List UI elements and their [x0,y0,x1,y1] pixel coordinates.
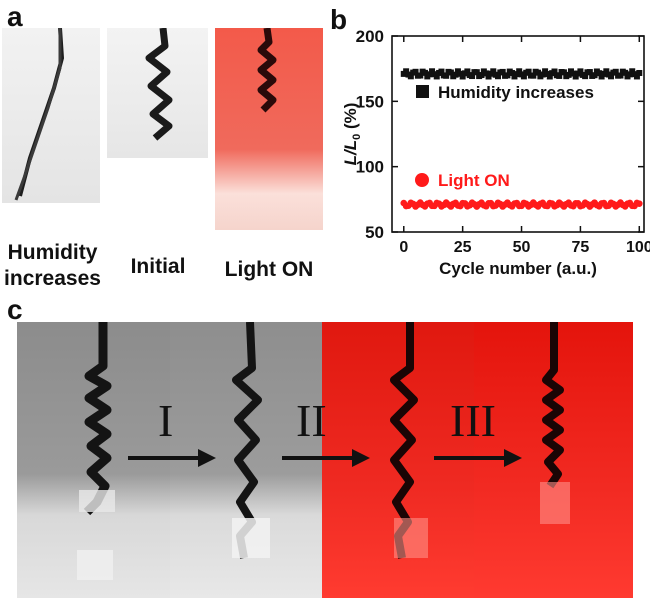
data-point-humidity [622,69,629,76]
data-point-humidity [596,70,603,77]
y-axis-label: L/L0 (%) [341,103,363,166]
data-point-humidity [459,73,466,80]
spiral-ribbon-initial-icon [145,28,173,141]
data-point-humidity [636,69,643,76]
x-tick-label: 25 [454,239,472,256]
photo-initial [107,28,208,158]
data-point-humidity [499,68,506,75]
x-tick-label: 50 [513,239,531,256]
data-point-humidity [535,69,542,76]
spiral-ribbon-icon [232,322,270,559]
data-point-humidity [504,72,511,79]
data-point-humidity [586,69,593,76]
data-point-humidity [516,68,523,75]
panel-label-a: a [7,1,23,32]
data-point-humidity [438,68,445,75]
data-point-humidity [546,73,553,80]
data-point-humidity [577,68,584,75]
legend-marker-light [415,173,429,187]
legend-label-humidity: Humidity increases [438,83,594,102]
data-point-humidity [633,73,640,80]
data-point-humidity [412,68,419,75]
photo-humidity-increases [2,28,100,203]
spiral-ribbon-stretched-icon [14,28,65,201]
data-point-humidity [483,70,490,77]
data-point-humidity [403,68,410,75]
caption-light-on: Light ON [224,258,314,281]
data-point-humidity [539,71,546,78]
data-point-humidity [421,69,428,76]
data-point-humidity [551,68,558,75]
data-point-humidity [473,69,480,76]
y-tick-label: 50 [365,223,384,242]
step-label-1: I [158,395,174,446]
legend-label-light: Light ON [438,171,510,190]
y-tick-label: 100 [356,158,384,177]
arrow-right-icon [128,449,216,467]
caption-humidity-increases: Humidity increases [4,241,101,291]
data-point-humidity [417,72,424,79]
arrow-right-icon [282,449,370,467]
chart-ratio-vs-cycle: 50 100 150 200 0 25 50 75 100 Cycle number (a.u.)… [341,27,650,278]
data-point-humidity [469,73,476,80]
legend-marker-humidity [416,85,429,98]
data-point-humidity [520,73,527,80]
data-point-humidity [626,71,633,78]
data-point-humidity [603,68,610,75]
data-point-humidity [478,72,485,79]
data-point-humidity [560,69,567,76]
panel-label-c: c [7,294,23,325]
data-point-humidity [617,72,624,79]
x-tick-label: 75 [572,239,590,256]
data-point-humidity [525,68,532,75]
step-label-3: III [450,395,496,446]
x-tick-label: 0 [399,239,408,256]
data-point-humidity [447,69,454,76]
chart-legend: Humidity increases Light ON [415,83,594,190]
photo-light-on [215,28,323,230]
spiral-ribbon-icon [540,322,570,524]
data-point-humidity [612,68,619,75]
data-point-humidity [407,73,414,80]
photo-c-step-3 [474,322,633,598]
spiral-ribbon-contracted-icon [257,28,277,113]
data-point-humidity [494,73,501,80]
data-point-light [635,200,643,207]
plot-frame [391,35,645,233]
x-axis-label: Cycle number (a.u.) [439,259,597,278]
data-point-humidity [490,68,497,75]
arrow-right-icon [434,449,522,467]
chart-marks [400,68,643,210]
data-point-humidity [443,72,450,79]
x-tick-label: 100 [626,239,650,256]
caption-initial: Initial [130,255,186,278]
data-point-humidity [556,72,563,79]
data-point-humidity [509,70,516,77]
data-point-humidity [452,71,459,78]
spiral-ribbon-icon [77,322,115,580]
data-point-humidity [426,71,433,78]
data-point-humidity [608,73,615,80]
data-point-humidity [591,72,598,79]
data-point-humidity [582,73,589,80]
data-point-humidity [433,73,440,80]
step-label-2: II [296,395,327,446]
data-point-humidity [464,68,471,75]
chart-axes: 50 100 150 200 0 25 50 75 100 Cycle number (a.u.)… [341,27,650,278]
data-point-humidity [530,72,537,79]
spiral-ribbon-icon [390,322,428,559]
y-tick-label: 200 [356,27,384,46]
data-point-humidity [565,71,572,78]
panel-label-b: b [330,4,348,35]
y-tick-label: 150 [356,92,384,111]
